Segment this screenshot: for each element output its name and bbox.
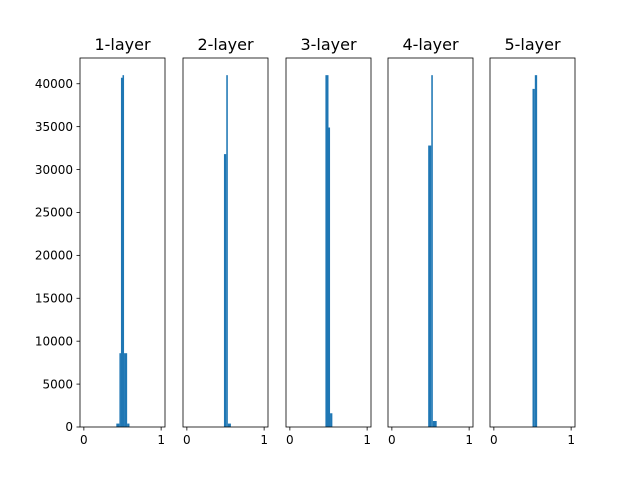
histogram-bar-1-5 <box>124 353 128 427</box>
panel-title: 4-layer <box>402 35 459 54</box>
histogram-bar-4-2 <box>431 75 433 427</box>
y-tick-label: 40000 <box>35 77 73 91</box>
panel-3: 3-layer 0 1 <box>285 35 372 447</box>
panel-title: 3-layer <box>300 35 357 54</box>
x-tick-label: 0 <box>490 433 498 447</box>
panel-1: 1-layer 0 1 <box>79 35 166 447</box>
histogram-bar-1-4 <box>122 75 125 427</box>
y-tick-label: 20000 <box>35 249 73 263</box>
histogram-bar-1-1 <box>116 423 120 427</box>
y-tick-label: 25000 <box>35 206 73 220</box>
y-axis: 0 5000 10000 15000 20000 25000 30000 35000 40000 <box>35 77 80 434</box>
histogram-bar-2-1 <box>223 154 227 428</box>
histogram-bar-3-2 <box>328 127 331 427</box>
panel-frame <box>79 57 166 428</box>
panel-frame <box>489 57 576 428</box>
histogram-bar-1-3 <box>120 77 123 428</box>
histogram-bar-4-3 <box>432 420 437 427</box>
panel-frame <box>387 57 474 428</box>
panel-title: 2-layer <box>197 35 254 54</box>
x-tick-label: 0 <box>80 433 88 447</box>
x-tick-label: 1 <box>363 433 371 447</box>
histogram-bar-3-3 <box>330 413 333 427</box>
x-tick-label: 1 <box>260 433 268 447</box>
y-tick-label: 35000 <box>35 120 73 134</box>
panel-frame <box>285 57 372 428</box>
x-tick-label: 1 <box>465 433 473 447</box>
x-tick-label: 1 <box>567 433 575 447</box>
y-tick-label: 5000 <box>42 377 73 391</box>
histogram-bar-2-2 <box>226 75 228 427</box>
panel-2: 2-layer 0 1 <box>182 35 269 447</box>
histogram-bar-4-1 <box>428 145 432 427</box>
panel-frame <box>182 57 269 428</box>
histogram-bar-1-2 <box>119 353 121 427</box>
panel-title: 1-layer <box>94 35 151 54</box>
panel-title: 5-layer <box>504 35 561 54</box>
x-tick-label: 1 <box>157 433 165 447</box>
panel-5: 5-layer 0 1 <box>489 35 576 447</box>
histogram-bar-2-3 <box>227 423 231 427</box>
y-tick-label: 0 <box>65 420 73 434</box>
panel-4: 4-layer 0 1 <box>387 35 474 447</box>
histogram-bar-5-1 <box>532 88 535 427</box>
y-tick-label: 10000 <box>35 334 73 348</box>
x-tick-label: 0 <box>388 433 396 447</box>
x-tick-label: 0 <box>183 433 191 447</box>
y-tick-label: 30000 <box>35 163 73 177</box>
histogram-bar-1-6 <box>127 423 130 427</box>
x-tick-label: 0 <box>286 433 294 447</box>
histogram-bar-5-2 <box>534 75 538 427</box>
y-tick-label: 15000 <box>35 291 73 305</box>
histogram-bar-3-1 <box>325 75 329 427</box>
